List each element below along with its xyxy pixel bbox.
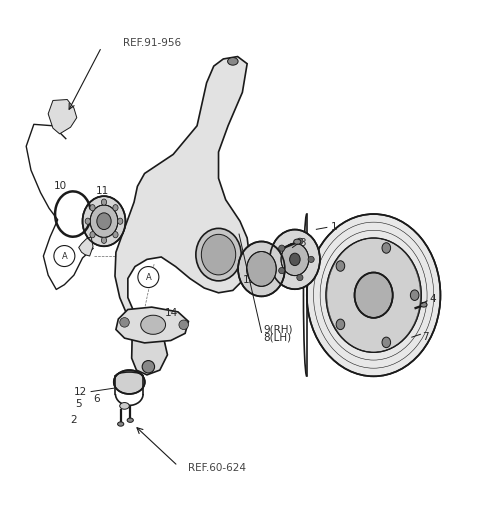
Circle shape: [120, 318, 129, 327]
Ellipse shape: [382, 337, 391, 347]
Circle shape: [142, 360, 155, 373]
Ellipse shape: [97, 213, 111, 230]
Text: 12: 12: [74, 387, 87, 397]
Polygon shape: [79, 237, 93, 256]
Circle shape: [308, 256, 314, 263]
Ellipse shape: [238, 242, 285, 297]
Ellipse shape: [118, 422, 124, 426]
Ellipse shape: [307, 214, 441, 376]
Circle shape: [279, 267, 285, 274]
Ellipse shape: [90, 232, 95, 238]
Ellipse shape: [90, 205, 95, 211]
Text: 14: 14: [165, 308, 178, 318]
Ellipse shape: [382, 243, 391, 253]
Circle shape: [138, 267, 159, 287]
Text: 7: 7: [422, 332, 429, 342]
Ellipse shape: [85, 218, 90, 224]
Ellipse shape: [113, 232, 118, 238]
Text: 8(LH): 8(LH): [263, 332, 291, 342]
Text: 10: 10: [54, 181, 67, 191]
Text: 1: 1: [331, 222, 337, 232]
Text: 11: 11: [96, 186, 109, 196]
Ellipse shape: [141, 315, 166, 334]
Ellipse shape: [118, 218, 123, 224]
Text: 3: 3: [299, 237, 306, 248]
Ellipse shape: [113, 205, 118, 211]
Text: A: A: [61, 251, 67, 261]
Ellipse shape: [90, 205, 118, 237]
Ellipse shape: [410, 290, 419, 300]
Ellipse shape: [336, 261, 345, 271]
Circle shape: [279, 245, 285, 251]
Ellipse shape: [101, 237, 107, 244]
Ellipse shape: [326, 238, 421, 353]
Ellipse shape: [196, 228, 241, 281]
Polygon shape: [116, 307, 189, 343]
Text: 13: 13: [242, 275, 256, 285]
Ellipse shape: [101, 199, 107, 205]
Circle shape: [54, 246, 75, 267]
Ellipse shape: [281, 243, 309, 276]
Ellipse shape: [355, 272, 393, 318]
Ellipse shape: [228, 58, 238, 65]
Ellipse shape: [83, 196, 125, 246]
Text: A: A: [145, 272, 151, 282]
Ellipse shape: [114, 370, 145, 394]
Ellipse shape: [201, 234, 236, 275]
Ellipse shape: [420, 302, 427, 307]
Text: 2: 2: [70, 415, 77, 425]
Text: 6: 6: [93, 394, 100, 404]
Ellipse shape: [247, 251, 276, 286]
Text: 4: 4: [430, 294, 436, 304]
Text: REF.91-956: REF.91-956: [123, 38, 181, 48]
Polygon shape: [115, 57, 250, 374]
Ellipse shape: [127, 418, 133, 423]
Text: 5: 5: [75, 399, 82, 409]
Ellipse shape: [289, 253, 300, 266]
Polygon shape: [48, 100, 77, 134]
Ellipse shape: [270, 230, 320, 289]
Polygon shape: [132, 326, 168, 375]
Text: REF.60-624: REF.60-624: [189, 463, 246, 473]
Circle shape: [179, 320, 189, 329]
Text: 9(RH): 9(RH): [263, 324, 292, 335]
Ellipse shape: [294, 239, 301, 244]
Circle shape: [297, 274, 303, 281]
Ellipse shape: [120, 402, 129, 409]
Ellipse shape: [336, 319, 345, 329]
Circle shape: [297, 238, 303, 244]
